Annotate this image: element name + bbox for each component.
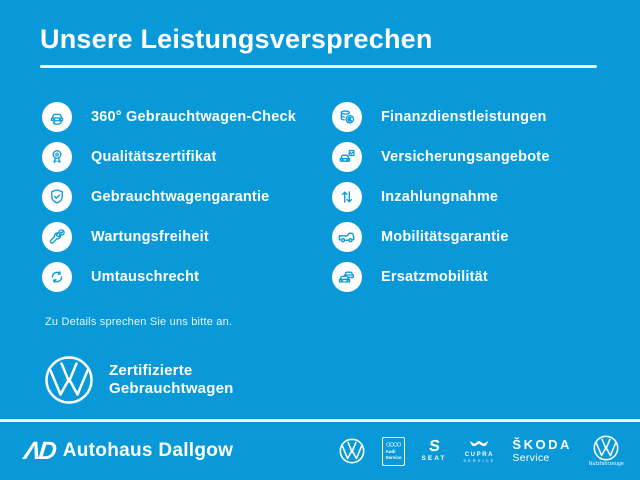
promise-label: 360° Gebrauchtwagen-Check: [91, 109, 297, 125]
promise-label: Umtauschrecht: [91, 269, 200, 285]
audi-service-logo-icon: Audi Service: [381, 436, 405, 466]
vw-nutzfahrzeuge-logo-icon: Nutzfahrzeuge: [589, 435, 624, 468]
certified-used-cars-block: Zertifizierte Gebrauchtwagen: [44, 355, 234, 405]
van-icon: [332, 222, 362, 252]
seat-logo-icon: S SEAT: [421, 437, 447, 462]
certified-line1: Zertifizierte: [109, 362, 193, 379]
promise-label: Mobilitätsgarantie: [381, 229, 509, 245]
two-cars-icon: [332, 262, 362, 292]
page-title: Unsere Leistungsversprechen: [40, 24, 433, 54]
dealer-name: Autohaus Dallgow: [62, 440, 234, 461]
promise-item: 360° Gebrauchtwagen-Check: [42, 97, 332, 137]
coins-euro-icon: [332, 102, 362, 132]
wrench-check-icon: [42, 222, 72, 252]
vw-logo-icon: [45, 356, 93, 404]
arrows-up-down-icon: [332, 182, 362, 212]
certified-text: Zertifizierte Gebrauchtwagen: [109, 362, 234, 398]
promise-item: Umtauschrecht: [42, 257, 332, 297]
exchange-arrows-icon: [42, 262, 72, 292]
volkswagen-logo-icon: [339, 438, 365, 464]
promise-label: Versicherungsangebote: [381, 149, 550, 165]
promise-item: Wartungsfreiheit: [42, 217, 332, 257]
promises-column-right: Finanzdienstleistungen Versicherungsange…: [332, 97, 622, 297]
promise-label: Finanzdienstleistungen: [381, 109, 547, 125]
promise-label: Inzahlungnahme: [381, 189, 499, 205]
brand-logos: Audi Service S SEAT CUPRA SERVICE ŠKODA …: [339, 435, 624, 468]
promise-label: Wartungsfreiheit: [91, 229, 209, 245]
promises-column-left: 360° Gebrauchtwagen-Check Qualitätszerti…: [42, 97, 332, 297]
audi-rings-icon: [385, 442, 401, 447]
car-360-icon: [42, 102, 72, 132]
medal-icon: [42, 142, 72, 172]
promise-label: Ersatzmobilität: [381, 269, 488, 285]
details-note: Zu Details sprechen Sie uns bitte an.: [45, 316, 233, 328]
dealer-logo: ΛD Autohaus Dallgow: [22, 436, 234, 465]
promise-label: Qualitätszertifikat: [91, 149, 217, 165]
shield-check-icon: [42, 182, 72, 212]
title-divider: [40, 65, 597, 68]
promise-item: Finanzdienstleistungen: [332, 97, 622, 137]
footer-bar: ΛD Autohaus Dallgow Audi Servic: [0, 419, 640, 480]
promise-label: Gebrauchtwagengarantie: [91, 189, 270, 205]
certified-line2: Gebrauchtwagen: [109, 380, 234, 397]
autohaus-dallgow-logo-icon: ΛD: [22, 436, 57, 465]
skoda-service-logo-icon: ŠKODA Service: [512, 437, 572, 465]
cupra-logo-icon: CUPRA SERVICE: [463, 439, 495, 464]
promise-item: Inzahlungnahme: [332, 177, 622, 217]
car-checklist-icon: [332, 142, 362, 172]
promise-item: Gebrauchtwagengarantie: [42, 177, 332, 217]
promise-item: Mobilitätsgarantie: [332, 217, 622, 257]
promise-item: Qualitätszertifikat: [42, 137, 332, 177]
promise-item: Ersatzmobilität: [332, 257, 622, 297]
promise-item: Versicherungsangebote: [332, 137, 622, 177]
